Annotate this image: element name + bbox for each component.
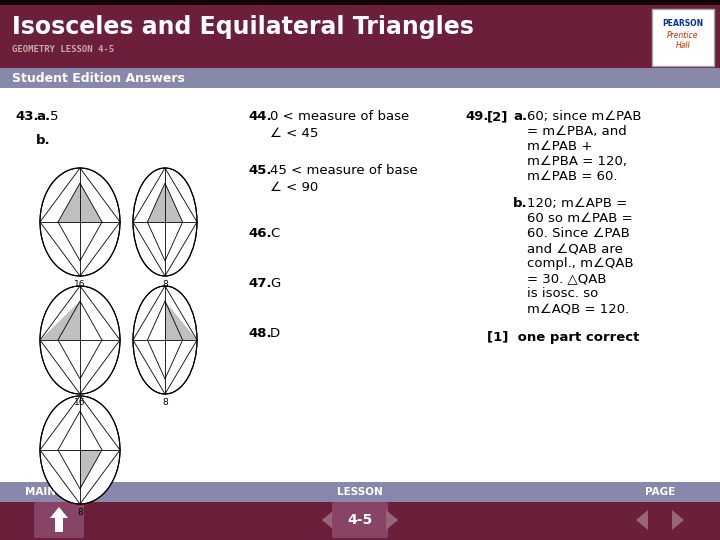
Text: 49.: 49. — [465, 110, 488, 123]
Bar — [55, 518, 63, 532]
Text: 43.: 43. — [15, 110, 39, 123]
Text: a.: a. — [36, 110, 50, 123]
Text: 47.: 47. — [248, 277, 271, 290]
Polygon shape — [80, 450, 102, 489]
Ellipse shape — [133, 168, 197, 276]
Text: G: G — [270, 277, 280, 290]
Text: a.: a. — [513, 110, 527, 123]
Bar — [0, 482, 720, 502]
Ellipse shape — [40, 168, 120, 276]
Text: PAGE: PAGE — [645, 487, 675, 497]
Text: 44.: 44. — [248, 110, 271, 123]
Text: m∠PBA = 120,: m∠PBA = 120, — [527, 155, 627, 168]
FancyBboxPatch shape — [34, 502, 84, 538]
Text: GEOMETRY LESSON 4-5: GEOMETRY LESSON 4-5 — [12, 45, 114, 55]
FancyBboxPatch shape — [332, 502, 388, 538]
Text: Isosceles and Equilateral Triangles: Isosceles and Equilateral Triangles — [12, 15, 474, 39]
Text: LESSON: LESSON — [337, 487, 383, 497]
Text: 48.: 48. — [248, 327, 271, 340]
Bar — [0, 0, 720, 5]
Ellipse shape — [40, 286, 120, 394]
Polygon shape — [636, 510, 648, 530]
Bar — [0, 88, 720, 482]
Text: = 30. △QAB: = 30. △QAB — [527, 272, 606, 285]
Text: [1]  one part correct: [1] one part correct — [487, 331, 639, 344]
Text: 8: 8 — [77, 508, 83, 517]
Polygon shape — [50, 507, 68, 518]
Text: m∠PAB +: m∠PAB + — [527, 140, 593, 153]
Text: Student Edition Answers: Student Edition Answers — [12, 71, 185, 84]
Polygon shape — [40, 301, 80, 340]
Ellipse shape — [133, 286, 197, 394]
Text: is isosc. so: is isosc. so — [527, 287, 598, 300]
Text: PEARSON: PEARSON — [662, 18, 703, 28]
Polygon shape — [322, 510, 334, 530]
Polygon shape — [165, 301, 197, 340]
Text: m∠AQB = 120.: m∠AQB = 120. — [527, 302, 629, 315]
Text: and ∠QAB are: and ∠QAB are — [527, 242, 623, 255]
Text: 46.: 46. — [248, 227, 271, 240]
Polygon shape — [58, 183, 102, 222]
Text: 16: 16 — [74, 398, 86, 407]
Text: m∠PAB = 60.: m∠PAB = 60. — [527, 170, 618, 183]
Text: 45 < measure of base: 45 < measure of base — [270, 164, 418, 177]
Text: 0 < measure of base: 0 < measure of base — [270, 110, 409, 123]
Polygon shape — [672, 510, 684, 530]
Text: b.: b. — [513, 197, 528, 210]
Text: MAIN MENU: MAIN MENU — [25, 487, 95, 497]
Ellipse shape — [40, 396, 120, 504]
Text: = m∠PBA, and: = m∠PBA, and — [527, 125, 626, 138]
Text: 5: 5 — [50, 110, 58, 123]
Polygon shape — [386, 510, 398, 530]
Text: 8: 8 — [162, 398, 168, 407]
Bar — [0, 68, 720, 88]
Text: [2]: [2] — [487, 110, 508, 123]
Text: 60. Since ∠PAB: 60. Since ∠PAB — [527, 227, 630, 240]
Text: 8: 8 — [162, 280, 168, 289]
Text: Hall: Hall — [675, 40, 690, 50]
Text: b.: b. — [36, 134, 50, 147]
Bar — [652, 9, 714, 66]
Text: Prentice: Prentice — [667, 30, 698, 39]
Text: C: C — [270, 227, 279, 240]
Text: D: D — [270, 327, 280, 340]
Text: 60 so m∠PAB =: 60 so m∠PAB = — [527, 212, 633, 225]
Bar — [0, 482, 720, 540]
Text: 60; since m∠PAB: 60; since m∠PAB — [527, 110, 642, 123]
Text: 45.: 45. — [248, 164, 271, 177]
Text: 16: 16 — [74, 280, 86, 289]
Text: compl., m∠QAB: compl., m∠QAB — [527, 257, 634, 270]
Text: 4-5: 4-5 — [347, 513, 373, 527]
Bar — [0, 0, 720, 68]
Text: ∠ < 45: ∠ < 45 — [270, 127, 318, 140]
Polygon shape — [148, 183, 183, 222]
Text: ∠ < 90: ∠ < 90 — [270, 181, 318, 194]
Text: 120; m∠APB =: 120; m∠APB = — [527, 197, 627, 210]
